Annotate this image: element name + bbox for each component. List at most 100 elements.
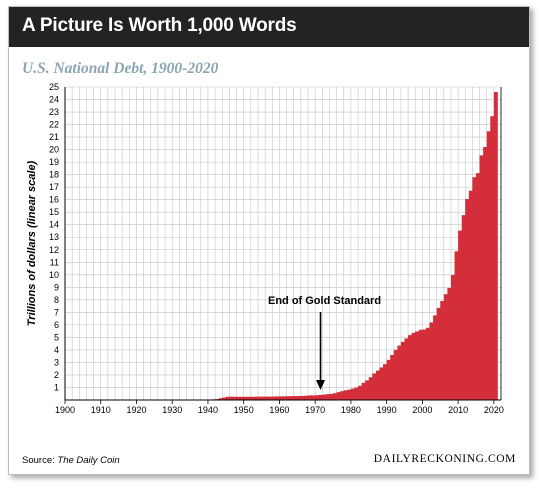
y-tick-label: 15 [49,207,59,217]
debt-bar [257,396,262,400]
debt-bar [408,335,413,400]
debt-bar [300,395,305,400]
debt-bar [261,396,266,400]
debt-bar [443,294,448,400]
y-axis-label: Trillions of dollars (linear scale) [26,160,38,326]
y-tick-label: 2 [54,370,59,380]
debt-bar [479,155,484,400]
y-tick-label: 5 [54,332,59,342]
debt-bar [308,395,312,400]
debt-bar [236,396,241,400]
y-tick-label: 24 [49,95,59,105]
debt-bar [304,395,309,400]
debt-bar [429,322,434,400]
x-tick-label: 1960 [269,405,289,415]
debt-bar [458,230,463,400]
debt-bar [225,396,230,400]
debt-bar [425,327,430,400]
source-prefix: Source: [22,455,55,466]
x-tick-label: 1910 [91,405,111,415]
debt-bar [486,131,491,400]
header-title: A Picture Is Worth 1,000 Words [22,15,297,36]
debt-bar [361,382,366,400]
y-tick-label: 8 [54,295,59,305]
debt-bar [372,373,377,400]
debt-bar [318,394,323,400]
debt-bar [386,359,391,400]
debt-bar [475,173,480,400]
annotation-arrow-head [316,380,326,390]
debt-bar [468,190,473,400]
header-bar: A Picture Is Worth 1,000 Words [9,7,529,47]
debt-bar [283,396,287,400]
debt-bar [440,301,445,400]
debt-bar [415,331,420,400]
y-tick-label: 7 [54,307,59,317]
x-tick-label: 1950 [234,405,254,415]
debt-bar [379,367,384,400]
debt-bar [265,396,270,400]
y-tick-label: 1 [54,382,59,392]
y-tick-label: 18 [49,170,59,180]
debt-bar [411,332,416,400]
source-name: The Daily Coin [57,455,120,466]
debt-bar [232,396,237,400]
debt-bar [329,393,334,400]
x-tick-label: 2010 [448,405,468,415]
debt-bar [418,329,423,400]
debt-bar [229,396,234,400]
debt-bar [315,395,320,400]
debt-bar [290,396,295,400]
y-tick-label: 21 [49,132,59,142]
debt-bar [383,364,388,400]
y-tick-label: 11 [50,257,59,267]
debt-bar [279,396,284,400]
debt-bar [268,396,273,400]
debt-bar [325,394,330,400]
debt-bar [368,377,373,400]
debt-bar [454,251,459,400]
debt-bar [358,385,363,400]
debt-bar [397,345,402,400]
debt-bar [465,199,470,400]
debt-bar [254,396,259,400]
debt-bar [400,341,405,400]
y-tick-label: 23 [49,107,59,117]
y-tick-label: 3 [54,357,59,367]
debt-bar [250,396,255,400]
x-tick-label: 2000 [412,405,432,415]
debt-bar [297,395,302,400]
debt-bar [222,397,227,400]
x-tick-label: 1900 [55,405,75,415]
x-tick-label: 2020 [484,405,504,415]
x-tick-label: 1930 [162,405,182,415]
y-tick-label: 10 [49,270,59,280]
debt-bar [311,395,316,400]
debt-bar [343,390,348,400]
y-tick-label: 20 [49,145,59,155]
debt-bar [240,396,245,400]
debt-bar [450,274,455,400]
debt-bar [436,307,441,400]
y-tick-label: 4 [54,345,59,355]
debt-bar [433,315,438,400]
debt-bar [336,392,341,400]
debt-bar [472,177,477,400]
debt-bar [422,329,427,400]
debt-bar [393,349,398,400]
debt-bar [347,389,352,400]
debt-bar [333,393,338,400]
debt-bar [247,396,252,400]
y-tick-label: 13 [49,232,59,242]
y-tick-label: 17 [49,182,59,192]
debt-bar [275,396,280,400]
debt-bar [365,380,370,400]
debt-bar [375,370,380,400]
debt-bar [286,396,291,400]
y-tick-label: 14 [49,220,59,230]
x-tick-label: 1990 [377,405,397,415]
y-tick-label: 9 [54,282,59,292]
x-tick-label: 1980 [341,405,361,415]
debt-bar [483,147,488,400]
